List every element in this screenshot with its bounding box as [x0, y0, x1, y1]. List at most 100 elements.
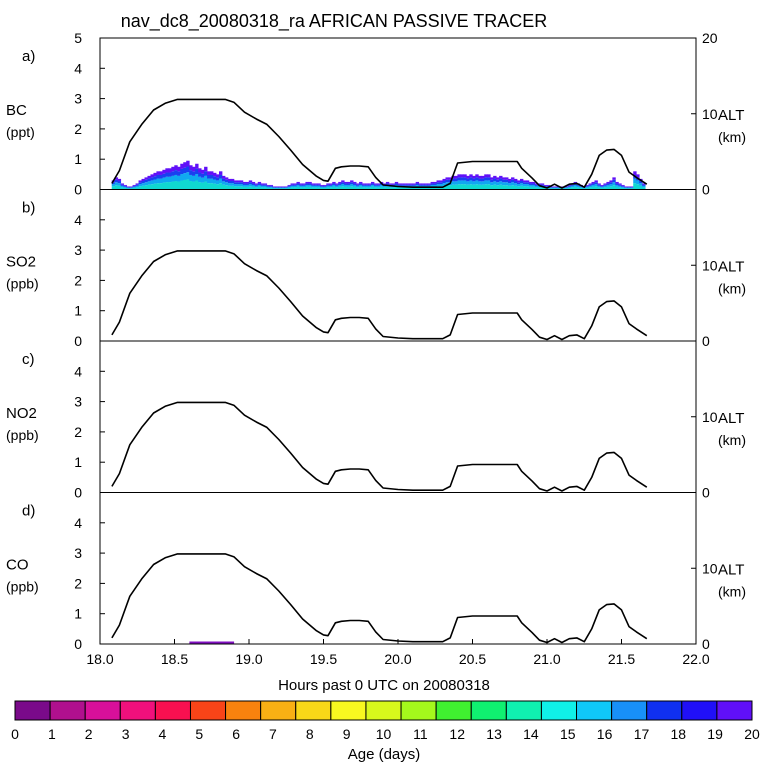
- tracer-bar-121-layer-2: [472, 179, 475, 182]
- colorbar-tick-label: 5: [195, 726, 203, 742]
- tracer-bar-11-layer-3: [145, 177, 148, 179]
- tracer-bar-66-layer-1: [308, 185, 311, 187]
- tracer-bar-166-layer-2: [606, 183, 609, 185]
- tracer-bar-67-layer-1: [311, 186, 314, 188]
- tracer-bar-163-layer-3: [597, 183, 600, 184]
- tracer-bar-136-layer-1: [517, 184, 520, 186]
- tracer-bar-124-layer-0: [481, 185, 484, 190]
- tracer-bar-174-layer-2: [630, 187, 633, 188]
- colorbar-swatch: [436, 701, 471, 720]
- tracer-bar-46-layer-2: [249, 182, 252, 184]
- tracer-bar-98-layer-2: [404, 185, 407, 186]
- x-tick-label: 21.0: [533, 651, 560, 667]
- tracer-bar-49-layer-1: [258, 185, 261, 187]
- tracer-bar-8-layer-3: [136, 183, 139, 184]
- tracer-bar-75-layer-3: [335, 183, 338, 184]
- tracer-bar-67-layer-2: [311, 185, 314, 186]
- tracer-bar-164-layer-3: [600, 185, 603, 186]
- colorbar-swatch: [717, 701, 752, 720]
- tracer-bar-136-layer-2: [517, 182, 520, 184]
- tracer-bar-11-layer-0: [145, 185, 148, 189]
- tracer-bar-130-layer-2: [499, 179, 502, 182]
- tracer-bar-87-layer-3: [371, 182, 374, 184]
- tracer-bar-80-layer-2: [350, 182, 353, 184]
- tracer-bar-102-layer-2: [416, 183, 419, 185]
- tracer-bar-175-layer-0: [633, 183, 636, 189]
- tracer-bar-175-layer-1: [633, 179, 636, 184]
- tracer-bar-172-layer-3: [624, 186, 627, 187]
- left-tick-label: 1: [74, 606, 82, 622]
- colorbar-swatch: [331, 701, 366, 720]
- tracer-bar-66-layer-3: [308, 182, 311, 184]
- tracer-bar-57-layer-1: [282, 188, 285, 189]
- tracer-bar-130-layer-0: [499, 185, 502, 190]
- tracer-bar-13-layer-3: [150, 174, 153, 177]
- tracer-bar-22-layer-3: [177, 167, 180, 172]
- tracer-bar-7-layer-2: [133, 186, 136, 187]
- tracer-bar-119-layer-1: [466, 181, 469, 184]
- tracer-bar-33-layer-2: [210, 175, 213, 179]
- tracer-bar-177-layer-1: [639, 183, 642, 186]
- tracer-bar-93-layer-3: [389, 183, 392, 184]
- tracer-bar-121-layer-1: [472, 181, 475, 184]
- tracer-bar-64-layer-2: [302, 185, 305, 186]
- tracer-bar-105-layer-2: [425, 185, 428, 186]
- tracer-bar-163-layer-1: [597, 186, 600, 188]
- tracer-bar-26-layer-2: [189, 170, 192, 175]
- tracer-bar-14-layer-3: [153, 173, 156, 176]
- tracer-bar-45-layer-1: [246, 185, 249, 187]
- tracer-bar-160-layer-2: [589, 185, 592, 186]
- colorbar-tick-label: 13: [486, 726, 502, 742]
- panel-label: c): [22, 351, 35, 368]
- tracer-bar-159-layer-1: [586, 187, 589, 188]
- tracer-bar-69-layer-1: [317, 186, 320, 188]
- tracer-bar-49-layer-2: [258, 183, 261, 185]
- right-tick-label: 0: [702, 182, 710, 198]
- tracer-bar-89-layer-3: [377, 183, 380, 184]
- tracer-bar-116-layer-2: [457, 177, 460, 180]
- tracer-bar-35-layer-3: [216, 174, 219, 177]
- tracer-bar-127-layer-2: [490, 180, 493, 182]
- tracer-bar-109-layer-1: [437, 184, 440, 186]
- tracer-bar-29-layer-1: [198, 177, 201, 182]
- tracer-bar-166-layer-3: [606, 182, 609, 184]
- tracer-bar-166-layer-1: [606, 185, 609, 187]
- tracer-bar-74-layer-3: [332, 182, 335, 184]
- right-tick-label: 10: [702, 106, 718, 122]
- colorbar: 0 1 2 3 4 5 6 7 8 9 10 11 12 13 14 15 16 17 18 19 20: [11, 701, 760, 742]
- tracer-bar-40-layer-0: [231, 186, 234, 190]
- tracer-bar-43-layer-1: [240, 184, 243, 186]
- tracer-bar-115-layer-0: [454, 185, 457, 190]
- right-axis-units: (km): [718, 281, 746, 297]
- panel-label: b): [22, 200, 35, 217]
- colorbar-tick-label: 19: [707, 726, 723, 742]
- tracer-bar-14-layer-2: [153, 176, 156, 179]
- tracer-bar-8-layer-1: [136, 186, 139, 188]
- tracer-bar-24-layer-0: [183, 180, 186, 190]
- panel-label: d): [22, 503, 35, 520]
- tracer-bar-125-layer-2: [484, 177, 487, 180]
- tracer-bar-152-layer-1: [565, 188, 568, 189]
- tracer-bar-170-layer-1: [618, 186, 621, 188]
- tracer-bar-35-layer-0: [216, 184, 219, 189]
- tracer-bar-31-layer-0: [204, 182, 207, 190]
- tracer-bar-21-layer-3: [174, 165, 177, 170]
- tracer-bar-70-layer-2: [320, 186, 323, 187]
- colorbar-swatch: [50, 701, 85, 720]
- panel-no2: 01234010 ALT(km)c)NO2(ppb): [6, 341, 746, 501]
- tracer-bar-109-layer-2: [437, 182, 440, 184]
- tracer-bar-132-layer-2: [505, 180, 508, 182]
- tracer-bar-52-layer-3: [267, 185, 270, 186]
- tracer-bar-134-layer-1: [511, 182, 514, 185]
- tracer-bar-63-layer-1: [299, 186, 302, 188]
- tracer-bar-141-layer-2: [532, 183, 535, 185]
- tracer-bar-24-layer-3: [183, 162, 186, 167]
- tracer-bar-137-layer-2: [520, 181, 523, 183]
- tracer-bar-25-layer-0: [186, 179, 189, 189]
- tracer-bar-101-layer-2: [413, 185, 416, 186]
- tracer-bar-172-layer-2: [624, 187, 627, 188]
- tracer-bar-70-layer-3: [320, 185, 323, 186]
- tracer-bar-36-layer-0: [219, 183, 222, 189]
- tracer-bar-53-layer-2: [270, 186, 273, 187]
- colorbar-swatch: [647, 701, 682, 720]
